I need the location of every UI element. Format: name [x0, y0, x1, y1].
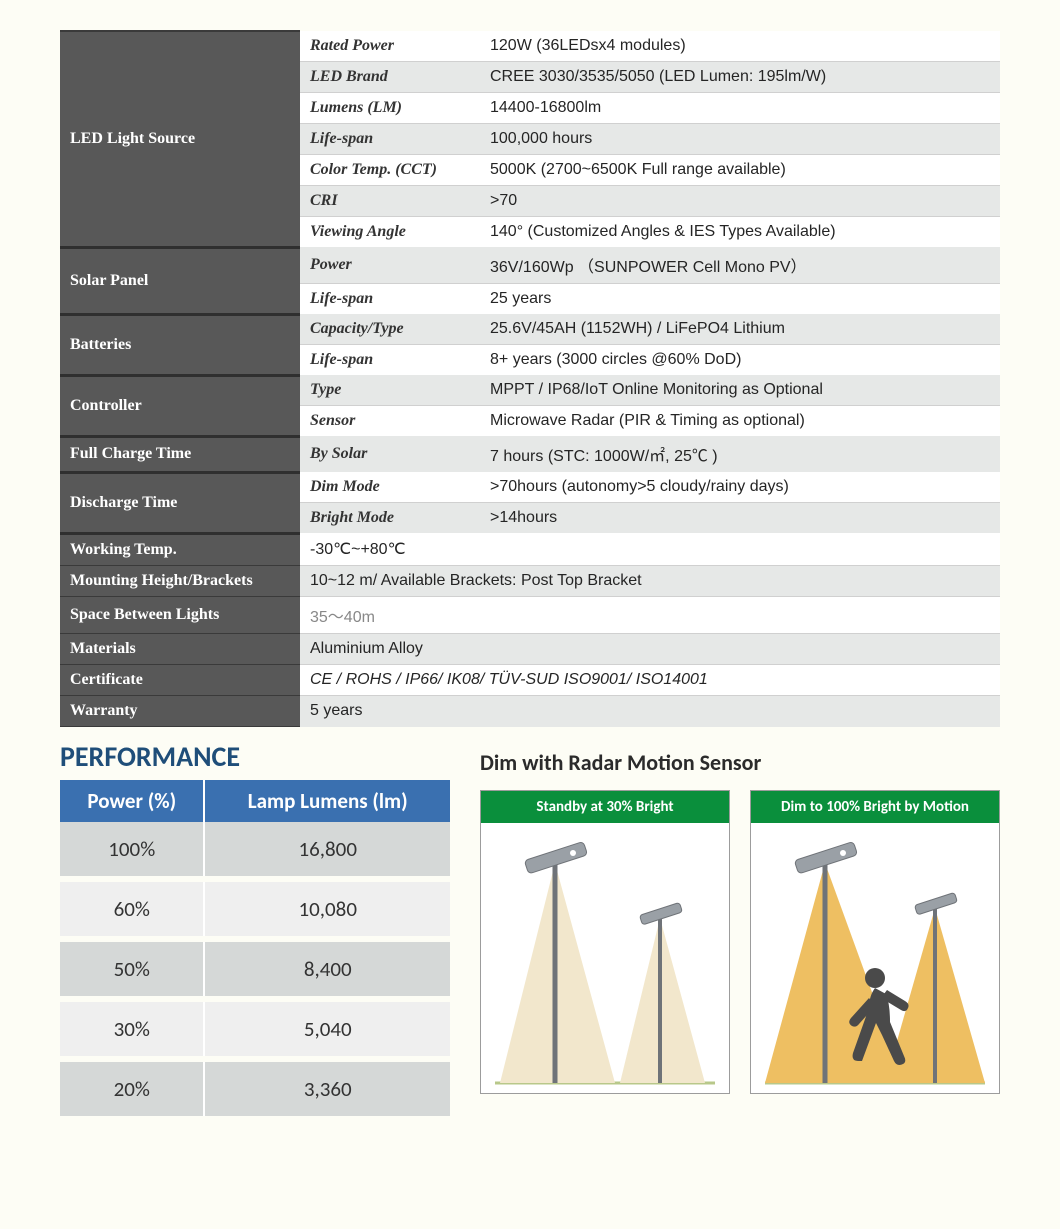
val-batt-life: 8+ years (3000 circles @60% DoD) — [480, 345, 1000, 376]
cat-batt: Batteries — [60, 314, 300, 375]
motion-svg — [751, 823, 999, 1093]
perf-col-lumens: Lamp Lumens (lm) — [204, 780, 450, 822]
val-led-brand: CREE 3030/3535/5050 (LED Lumen: 195lm/W) — [480, 62, 1000, 93]
radar-title: Dim with Radar Motion Sensor — [480, 749, 1000, 776]
perf-power-3: 30% — [60, 999, 204, 1059]
perf-power-1: 60% — [60, 879, 204, 939]
perf-lum-0: 16,800 — [204, 822, 450, 879]
val-dim: >70hours (autonomy>5 cloudy/rainy days) — [480, 472, 1000, 503]
perf-power-2: 50% — [60, 939, 204, 999]
val-cct: 5000K (2700~6500K Full range available) — [480, 155, 1000, 186]
cat-cert: Certificate — [60, 665, 300, 696]
standby-svg — [481, 823, 729, 1093]
val-cert: CE / ROHS / IP66/ IK08/ TÜV-SUD ISO9001/… — [300, 665, 1000, 696]
val-lumens: 14400-16800lm — [480, 93, 1000, 124]
cat-led: LED Light Source — [60, 31, 300, 247]
cat-solar: Solar Panel — [60, 247, 300, 314]
prop-viewing-angle: Viewing Angle — [300, 217, 480, 248]
val-rated-power: 120W (36LEDsx4 modules) — [480, 31, 1000, 62]
performance-table: Power (%) Lamp Lumens (lm) 100%16,800 60… — [60, 780, 450, 1122]
diagram-standby: Standby at 30% Bright — [480, 790, 730, 1094]
cat-mat: Materials — [60, 634, 300, 665]
val-bright: >14hours — [480, 503, 1000, 534]
val-warr: 5 years — [300, 696, 1000, 727]
prop-lifespan-led: Life-span — [300, 124, 480, 155]
cat-charge: Full Charge Time — [60, 436, 300, 472]
motion-header: Dim to 100% Bright by Motion — [751, 791, 999, 823]
val-solar-power: 36V/160Wp （SUNPOWER Cell Mono PV） — [480, 247, 1000, 284]
val-cri: >70 — [480, 186, 1000, 217]
perf-col-power: Power (%) — [60, 780, 204, 822]
perf-power-4: 20% — [60, 1059, 204, 1119]
prop-bright: Bright Mode — [300, 503, 480, 534]
prop-solar-power: Power — [300, 247, 480, 284]
val-ctrl-type: MPPT / IP68/IoT Online Monitoring as Opt… — [480, 375, 1000, 406]
prop-solar-life: Life-span — [300, 284, 480, 315]
cat-space: Space Between Lights — [60, 597, 300, 634]
prop-batt-cap: Capacity/Type — [300, 314, 480, 345]
val-solar-life: 25 years — [480, 284, 1000, 315]
perf-power-0: 100% — [60, 822, 204, 879]
val-mat: Aluminium Alloy — [300, 634, 1000, 665]
val-mount: 10~12 m/ Available Brackets: Post Top Br… — [300, 566, 1000, 597]
standby-scene — [481, 823, 729, 1093]
perf-lum-4: 3,360 — [204, 1059, 450, 1119]
val-space: 35～40m — [300, 597, 1000, 634]
spec-table: LED Light Source Rated Power 120W (36LED… — [60, 30, 1000, 727]
val-lifespan-led: 100,000 hours — [480, 124, 1000, 155]
cat-warr: Warranty — [60, 696, 300, 727]
prop-cct: Color Temp. (CCT) — [300, 155, 480, 186]
prop-cri: CRI — [300, 186, 480, 217]
cat-mount: Mounting Height/Brackets — [60, 566, 300, 597]
cat-wt: Working Temp. — [60, 533, 300, 566]
perf-lum-1: 10,080 — [204, 879, 450, 939]
prop-ctrl-sensor: Sensor — [300, 406, 480, 437]
prop-dim: Dim Mode — [300, 472, 480, 503]
prop-rated-power: Rated Power — [300, 31, 480, 62]
prop-batt-life: Life-span — [300, 345, 480, 376]
val-wt: -30℃~+80℃ — [300, 533, 1000, 566]
val-batt-cap: 25.6V/45AH (1152WH) / LiFePO4 Lithium — [480, 314, 1000, 345]
perf-lum-2: 8,400 — [204, 939, 450, 999]
val-ctrl-sensor: Microwave Radar (PIR & Timing as optiona… — [480, 406, 1000, 437]
performance-title: PERFORMANCE — [60, 739, 450, 774]
prop-by-solar: By Solar — [300, 436, 480, 472]
prop-lumens: Lumens (LM) — [300, 93, 480, 124]
diagram-motion: Dim to 100% Bright by Motion — [750, 790, 1000, 1094]
motion-scene — [751, 823, 999, 1093]
perf-lum-3: 5,040 — [204, 999, 450, 1059]
prop-led-brand: LED Brand — [300, 62, 480, 93]
val-viewing-angle: 140° (Customized Angles & IES Types Avai… — [480, 217, 1000, 248]
cat-discharge: Discharge Time — [60, 472, 300, 533]
cat-ctrl: Controller — [60, 375, 300, 436]
standby-header: Standby at 30% Bright — [481, 791, 729, 823]
prop-ctrl-type: Type — [300, 375, 480, 406]
val-by-solar: 7 hours (STC: 1000W/㎡, 25℃ ) — [480, 436, 1000, 472]
